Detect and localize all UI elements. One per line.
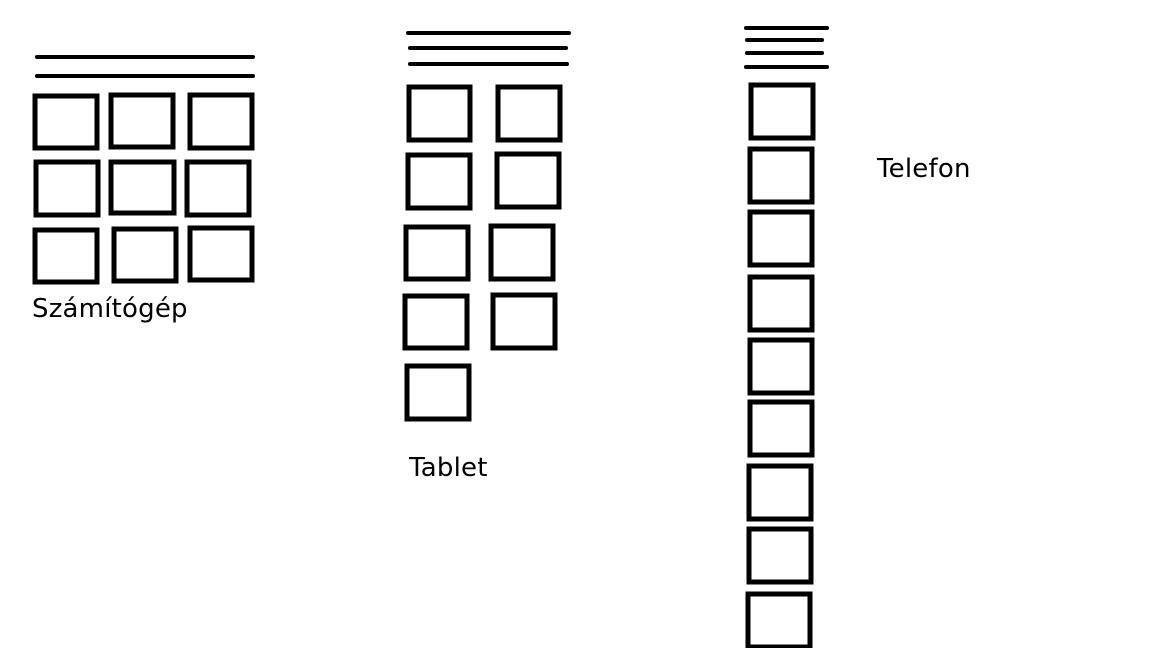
tablet-layout-sketch <box>402 31 571 422</box>
phone-content-box-7 <box>746 463 814 522</box>
desktop-content-box-8 <box>111 226 179 284</box>
phone-content-box-9 <box>745 591 813 648</box>
desktop-content-box-4 <box>33 159 101 218</box>
desktop-content-box-1 <box>32 93 100 151</box>
tablet-content-box-7 <box>402 293 470 351</box>
phone-content-box-3 <box>747 209 815 268</box>
tablet-content-box-1 <box>406 84 473 143</box>
tablet-label: Tablet <box>409 453 488 483</box>
desktop-content-box-7 <box>32 227 100 285</box>
tablet-content-box-4 <box>494 151 562 210</box>
desktop-content-box-2 <box>108 92 176 150</box>
tablet-content-box-9 <box>404 363 472 422</box>
desktop-content-box-9 <box>187 225 255 283</box>
phone-content-box-6 <box>747 399 815 458</box>
phone-content-box-1 <box>748 82 816 141</box>
desktop-layout-sketch <box>32 55 255 285</box>
phone-label: Telefon <box>877 154 971 184</box>
phone-content-box-2 <box>747 146 815 205</box>
phone-content-box-4 <box>747 274 815 333</box>
tablet-content-box-3 <box>405 152 473 211</box>
phone-content-box-8 <box>746 526 814 585</box>
tablet-content-box-2 <box>495 84 563 143</box>
desktop-label: Számítógép <box>32 294 188 324</box>
desktop-content-box-5 <box>108 159 177 216</box>
tablet-content-box-8 <box>490 292 558 351</box>
phone-layout-sketch <box>744 26 829 648</box>
desktop-content-box-3 <box>187 92 255 151</box>
desktop-content-box-6 <box>184 159 252 218</box>
tablet-content-box-6 <box>488 223 556 282</box>
tablet-content-box-5 <box>403 224 471 282</box>
phone-content-box-5 <box>747 337 815 396</box>
